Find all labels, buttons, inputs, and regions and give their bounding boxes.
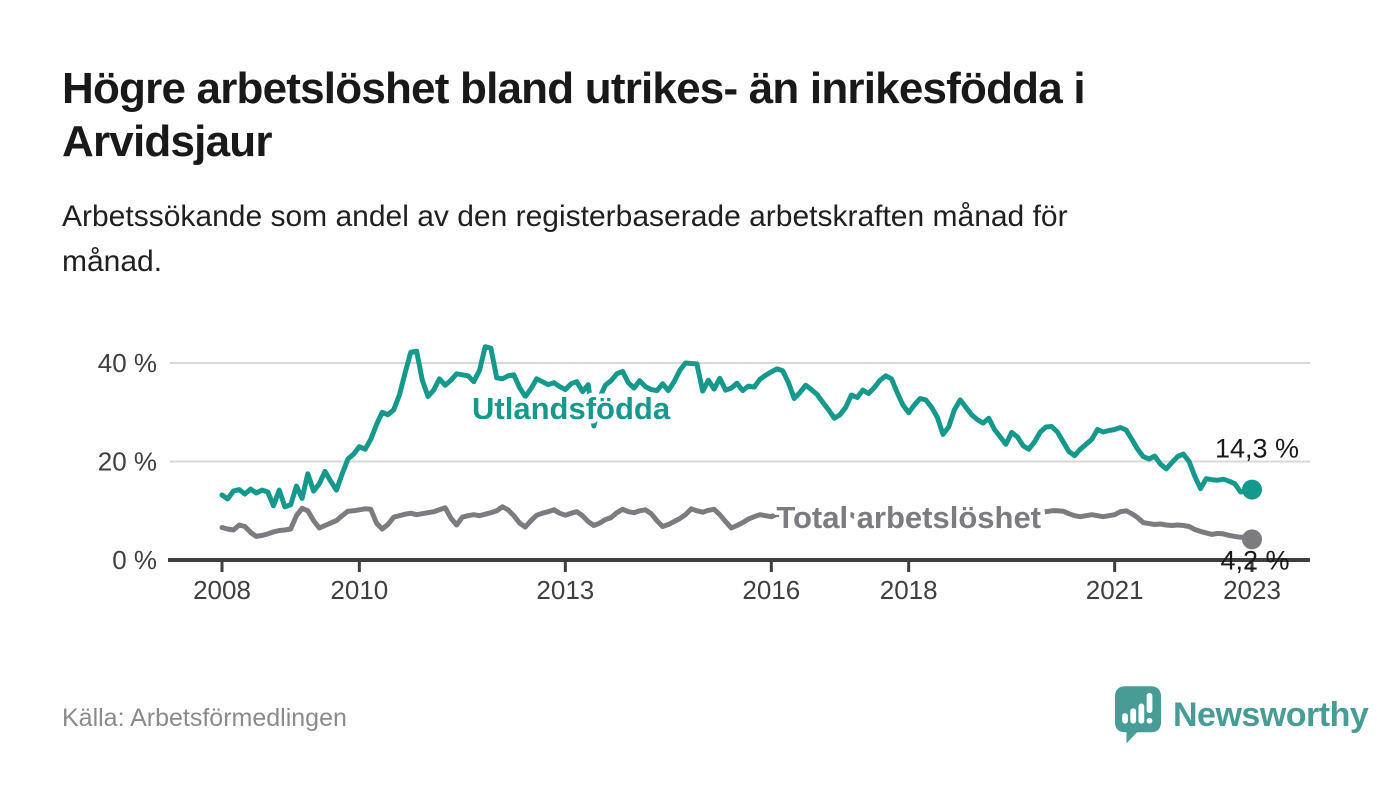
brand-name: Newsworthy — [1173, 695, 1369, 734]
end-value-label: 14,3 % — [1215, 434, 1299, 464]
y-tick-label: 0 % — [112, 545, 157, 575]
series-label: Total arbetslöshet — [776, 500, 1041, 535]
x-tick-label: 2016 — [742, 575, 800, 605]
page-title-line-1: Högre arbetslöshet bland utrikes- än inr… — [62, 64, 1086, 113]
chart-subtitle-line-1: Arbetssökande som andel av den registerb… — [62, 200, 1068, 233]
page-title-line-2: Arvidsjaur — [62, 117, 272, 166]
newsworthy-logo: Newsworthy — [1114, 685, 1369, 745]
x-tick-label: 2010 — [330, 575, 388, 605]
x-tick-label: 2021 — [1086, 575, 1144, 605]
newsworthy-bubble-barchart-icon — [1114, 686, 1162, 744]
source-text: Källa: Arbetsförmedlingen — [62, 704, 347, 732]
series-endpoint-dot — [1242, 529, 1262, 550]
y-tick-label: 20 % — [98, 447, 157, 477]
chart-subtitle: Arbetssökande som andel av den registerb… — [62, 194, 1362, 284]
y-tick-label: 40 % — [98, 348, 157, 378]
page-title: Högre arbetslöshet bland utrikes- än inr… — [62, 62, 1362, 168]
end-value-label: 4,2 % — [1220, 545, 1289, 575]
x-tick-label: 2013 — [536, 575, 594, 605]
series-label: Utlandsfödda — [472, 391, 671, 426]
series-line-utlandsfodda — [219, 344, 1255, 510]
x-tick-label: 2023 — [1223, 575, 1281, 605]
x-tick-label: 2018 — [880, 575, 938, 605]
x-tick-label: 2008 — [193, 575, 251, 605]
series-endpoint-dot — [1242, 479, 1262, 500]
chart-subtitle-line-2: månad. — [62, 245, 163, 278]
series-line-total-arbetsloshet — [219, 504, 1255, 542]
